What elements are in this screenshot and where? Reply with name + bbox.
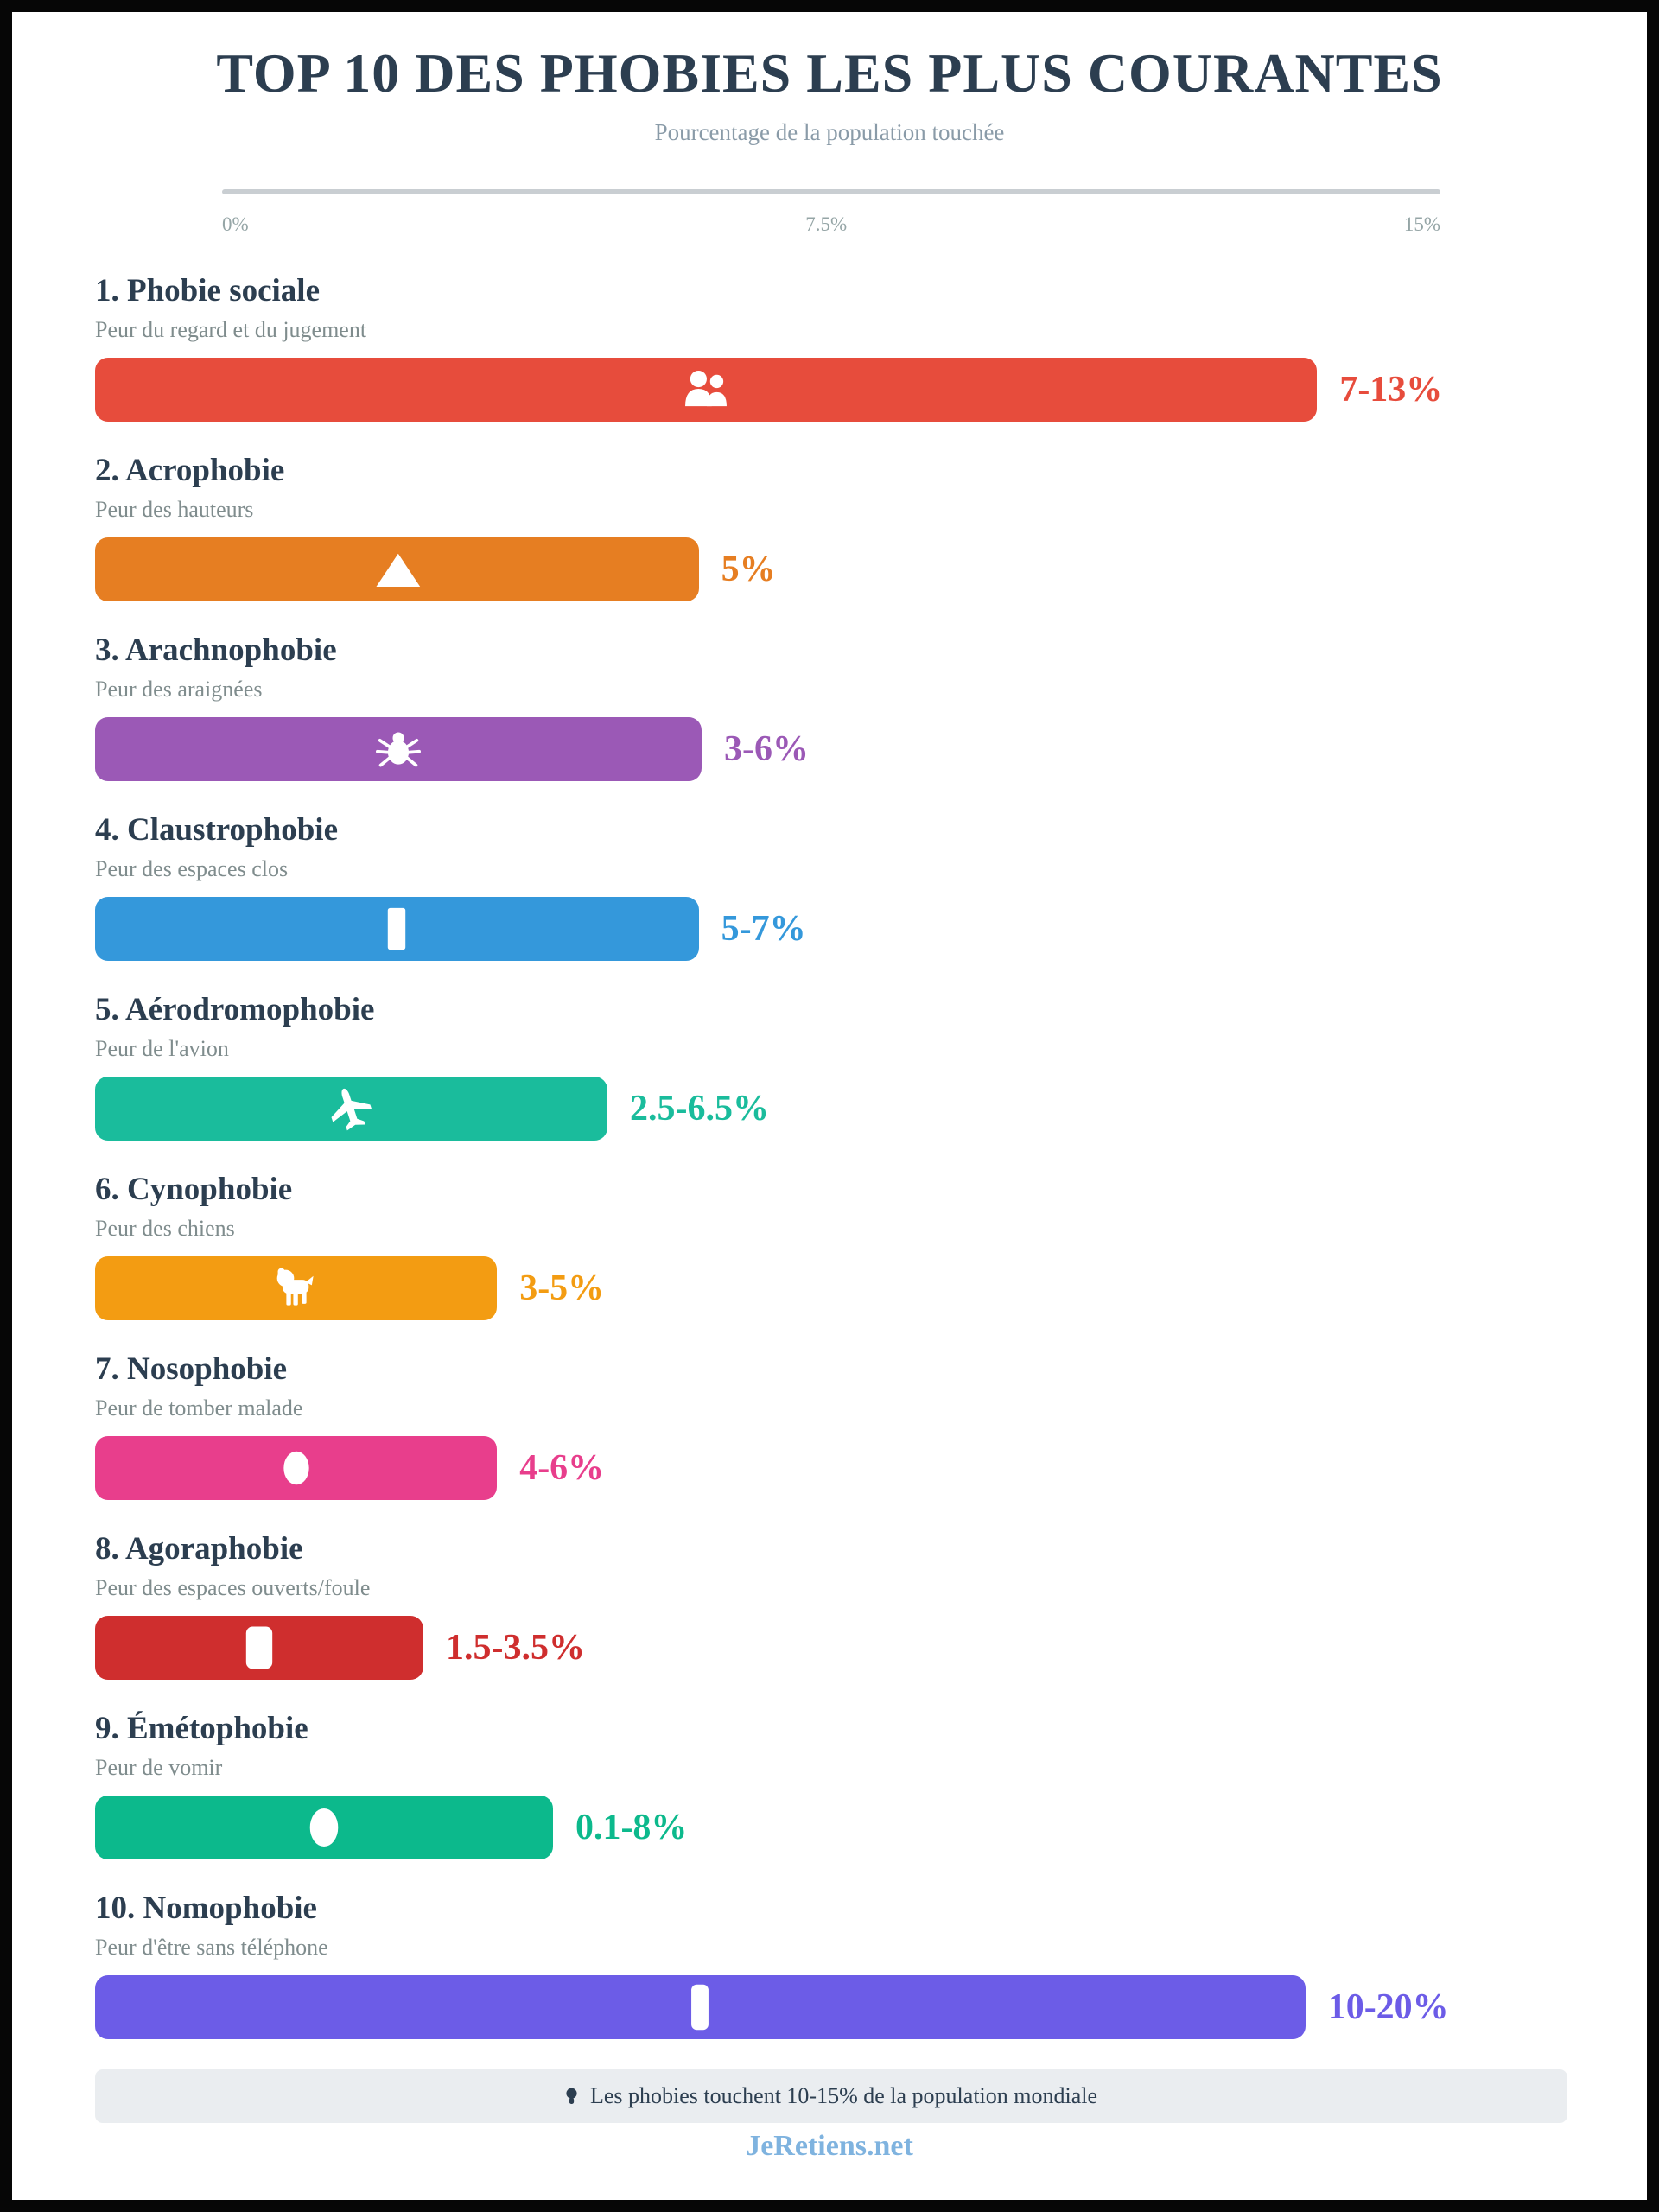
phobia-value: 0.1-8% [575,1808,688,1847]
dog-icon [276,1268,314,1306]
axis-tick-max: 15% [1403,213,1440,235]
phobia-bar [95,1796,553,1859]
mountain-icon [376,553,421,587]
phobia-title: 8. Agoraphobie [95,1531,303,1567]
phobia-bar [95,717,702,781]
phobia-description: Peur de l'avion [95,1036,229,1061]
phobia-item-nomophobie: 10. Nomophobie Peur d'être sans téléphon… [95,1890,1567,2039]
phobia-item-arachnophobie: 3. Arachnophobie Peur des araignées [95,632,1567,781]
phobia-bar [95,1077,607,1141]
phobia-title: 5. Aérodromophobie [95,992,375,1027]
phobia-bar [95,1616,423,1680]
phobia-bar [95,1975,1306,2039]
phobia-item-social: 1. Phobie sociale Peur du regard et du j… [95,272,1567,422]
phobia-title: 9. Émétophobie [95,1711,308,1746]
phobia-title: 3. Arachnophobie [95,632,337,668]
phobia-value: 1.5-3.5% [445,1628,585,1668]
open-space-icon [245,1626,273,1669]
phobia-description: Peur de tomber malade [95,1395,303,1421]
two-people-icon [685,370,728,407]
phobia-item-aerodromophobie: 5. Aérodromophobie Peur de l'avion 2.5-6… [95,991,1567,1141]
phone-icon [691,1984,709,2031]
axis-tick-0: 0% [222,213,249,235]
phobia-description: Peur d'être sans téléphone [95,1935,328,1960]
phobia-item-nosophobie: 7. Nosophobie Peur de tomber malade 4-6% [95,1351,1567,1500]
nausea-icon [309,1808,339,1847]
spider-icon [376,732,422,767]
phobia-description: Peur des espaces ouverts/foule [95,1575,371,1600]
phobia-value: 2.5-6.5% [629,1089,769,1128]
phobia-bar [95,1436,498,1500]
phobia-value: 5-7% [721,909,806,949]
phobia-list: 1. Phobie sociale Peur du regard et du j… [95,272,1567,2039]
phobia-value: 7-13% [1339,370,1443,410]
phobia-title: 2. Acrophobie [95,453,285,488]
phobia-description: Peur des espaces clos [95,856,289,881]
phobia-description: Peur des araignées [95,677,263,702]
percentage-axis: 0% 7.5% 15% [222,189,1440,236]
phobia-title: 4. Claustrophobie [95,812,338,848]
germ-icon [283,1451,309,1485]
phobia-value: 4-6% [519,1448,605,1488]
phobia-title: 10. Nomophobie [95,1891,317,1926]
axis-line [222,189,1440,194]
phobia-value: 10-20% [1327,1987,1449,2027]
phobia-value: 3-6% [724,729,810,769]
phobia-title: 1. Phobie sociale [95,273,321,308]
phobia-bar [95,1256,498,1320]
phobia-description: Peur des chiens [95,1216,235,1241]
footer-note: Les phobies touchent 10-15% de la popula… [95,2069,1567,2123]
axis-tick-mid: 7.5% [805,213,848,235]
door-icon [388,907,406,950]
site-credit-link[interactable]: JeRetiens.net [746,2130,913,2162]
phobia-description: Peur de vomir [95,1755,223,1780]
phobia-item-claustrophobie: 4. Claustrophobie Peur des espaces clos … [95,811,1567,961]
phobia-description: Peur des hauteurs [95,497,254,522]
phobia-bar [95,897,699,961]
phobia-value: 5% [721,550,776,589]
airplane-icon [331,1088,372,1131]
phobia-item-emetophobie: 9. Émétophobie Peur de vomir 0.1-8% [95,1710,1567,1859]
footer-note-text: Les phobies touchent 10-15% de la popula… [589,2083,1098,2108]
phobia-title: 6. Cynophobie [95,1172,293,1207]
phobia-bar [95,358,1318,422]
phobia-item-cynophobie: 6. Cynophobie Peur des chiens 3-5% [95,1171,1567,1320]
phobia-description: Peur du regard et du jugement [95,317,367,342]
page-title: TOP 10 DES PHOBIES LES PLUS COURANTES [216,42,1443,104]
phobia-item-agoraphobie: 8. Agoraphobie Peur des espaces ouverts/… [95,1530,1567,1680]
phobia-bar [95,537,699,601]
phobia-value: 3-5% [519,1268,605,1308]
phobia-title: 7. Nosophobie [95,1351,288,1387]
page-subtitle: Pourcentage de la population touchée [654,119,1005,145]
lightbulb-icon [566,2088,577,2104]
phobia-item-acrophobie: 2. Acrophobie Peur des hauteurs 5% [95,452,1567,601]
